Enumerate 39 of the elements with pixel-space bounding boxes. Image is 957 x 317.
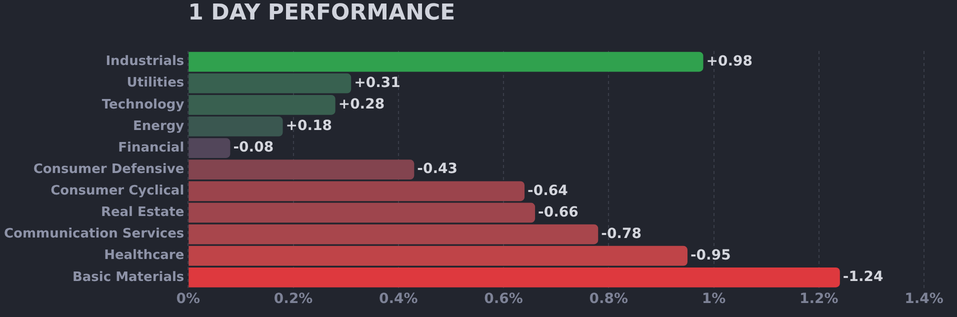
data-label: -1.24 — [842, 269, 884, 286]
data-label: -0.95 — [690, 247, 731, 264]
data-label: +0.31 — [354, 74, 400, 91]
y-tick-label: Basic Materials — [72, 270, 184, 285]
bar — [188, 52, 704, 72]
x-tick-label: 0% — [176, 291, 200, 308]
y-tick-label: Industrials — [106, 54, 184, 70]
x-tick-label: 1.2% — [799, 291, 838, 308]
data-label: -0.64 — [528, 182, 568, 199]
x-tick-label: 0.8% — [589, 291, 628, 308]
bar — [188, 181, 525, 202]
data-label: -0.78 — [601, 226, 642, 242]
bar — [188, 138, 230, 158]
y-tick-label: Consumer Cyclical — [50, 184, 184, 199]
x-tick-label: 0.2% — [274, 291, 313, 308]
x-tick-label: 1% — [702, 291, 726, 308]
data-label: +0.98 — [706, 53, 753, 70]
y-tick-label: Energy — [133, 118, 185, 134]
chart-title: 1 DAY PERFORMANCE — [188, 0, 456, 26]
data-label: +0.28 — [338, 96, 385, 113]
y-tick-label: Utilities — [126, 76, 184, 91]
bar — [188, 246, 688, 266]
x-tick-label: 0.6% — [484, 291, 523, 308]
x-tick-label: 0.4% — [378, 291, 418, 308]
data-label: -0.66 — [538, 204, 578, 220]
data-label: +0.18 — [286, 118, 332, 134]
y-tick-label: Communication Services — [4, 226, 184, 242]
data-label: -0.08 — [233, 140, 274, 156]
bar — [188, 268, 840, 288]
bar — [188, 224, 598, 244]
y-tick-label: Consumer Defensive — [33, 162, 184, 177]
bar — [188, 160, 414, 180]
y-tick-label: Healthcare — [104, 248, 184, 264]
y-tick-label: Financial — [118, 140, 184, 156]
data-label: -0.43 — [417, 161, 458, 178]
y-tick-label: Technology — [102, 97, 185, 112]
y-tick-label: Real Estate — [100, 205, 184, 220]
x-tick-label: 1.4% — [904, 291, 944, 308]
bar — [188, 202, 536, 223]
